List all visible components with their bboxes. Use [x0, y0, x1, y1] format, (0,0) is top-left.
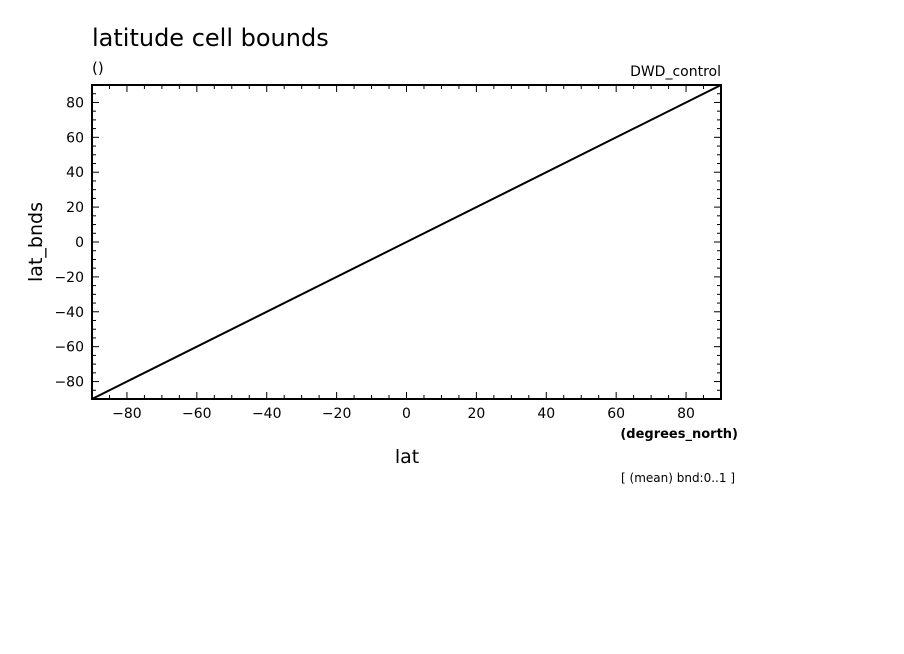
y-tick-label: −40: [54, 305, 84, 321]
x-tick-label: −40: [252, 406, 282, 422]
series-line-0: [91, 84, 722, 400]
tick-labels: −80 −60 −40 −20 0 20 40 60 80 −80 −60 −40 −20 0 20 40 60…: [54, 95, 695, 422]
series-layer: [91, 84, 722, 400]
y-tick-label: −20: [54, 270, 84, 286]
y-tick-label: 80: [66, 95, 84, 111]
y-axis-title: lat_bnds: [25, 202, 47, 282]
chart-title: latitude cell bounds: [92, 24, 329, 52]
x-tick-label: −80: [112, 406, 142, 422]
units-label: (): [92, 59, 104, 77]
x-axis-title: lat: [395, 446, 419, 468]
y-tick-label: 40: [66, 165, 84, 181]
dataset-label: DWD_control: [630, 64, 721, 80]
x-tick-label: 40: [537, 406, 555, 422]
y-tick-label: 60: [66, 130, 84, 146]
y-tick-label: 20: [66, 200, 84, 216]
y-tick-label: 0: [75, 235, 84, 251]
axis-ticks: [92, 85, 721, 399]
x-tick-label: −60: [182, 406, 212, 422]
x-tick-label: 80: [677, 406, 695, 422]
x-tick-label: 20: [467, 406, 485, 422]
x-tick-label: −20: [322, 406, 352, 422]
x-tick-label: 60: [607, 406, 625, 422]
footnote: [ (mean) bnd:0..1 ]: [621, 471, 735, 485]
y-tick-label: −80: [54, 375, 84, 391]
x-tick-label: 0: [402, 406, 411, 422]
x-axis-units: (degrees_north): [620, 427, 738, 442]
y-tick-label: −60: [54, 340, 84, 356]
